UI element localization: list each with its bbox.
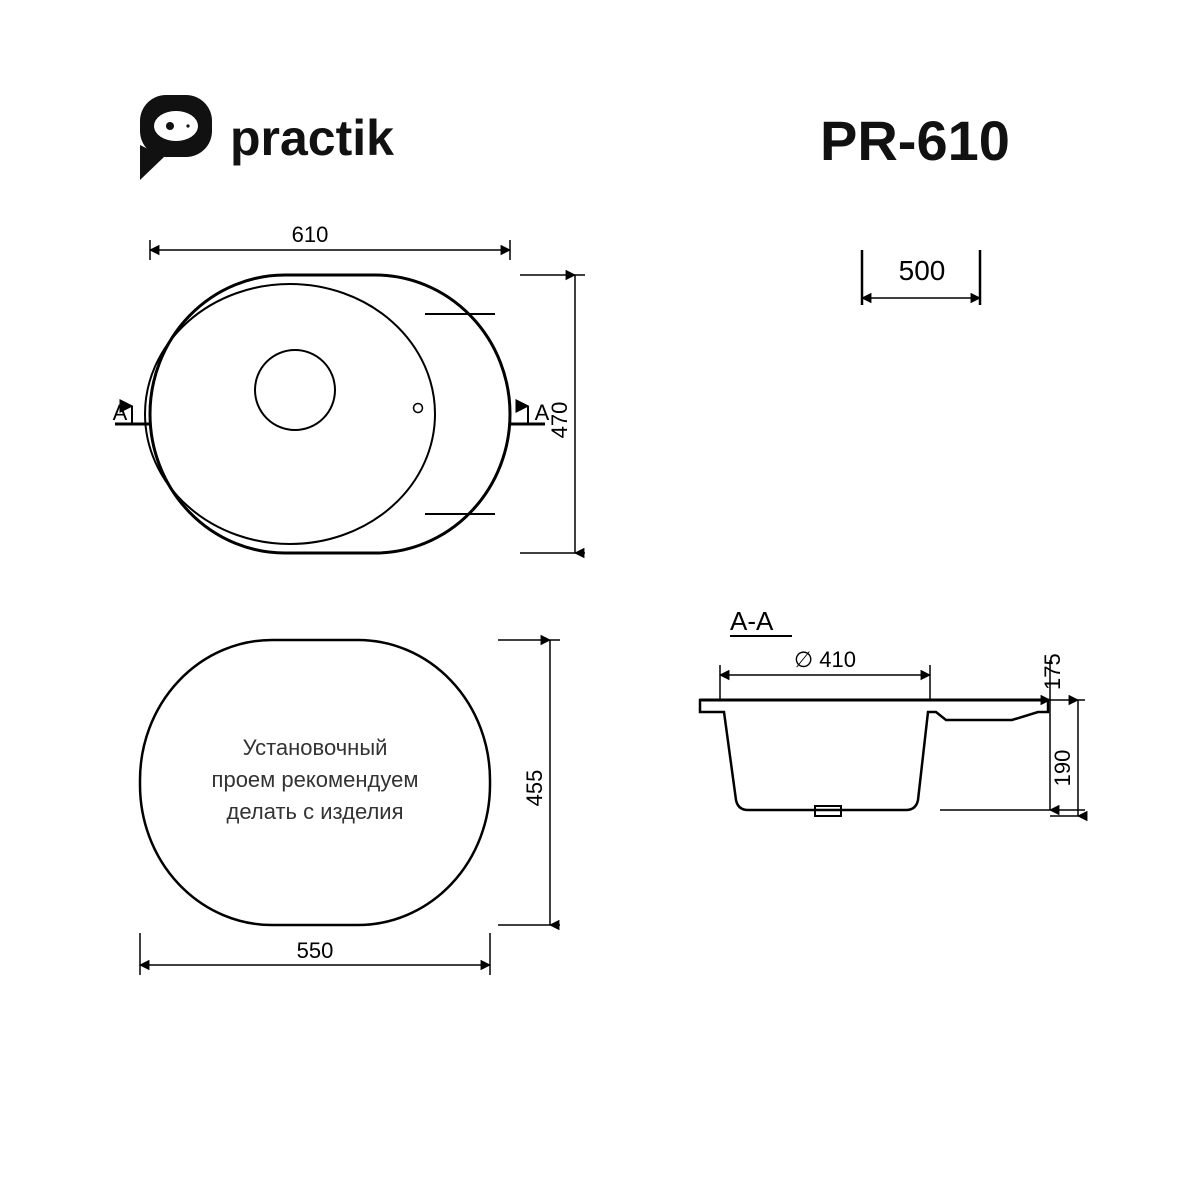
section-title: A-A: [730, 606, 774, 636]
svg-text:A: A: [113, 400, 128, 425]
dim-height-top: 470: [547, 402, 572, 439]
dim-overall-h: 190: [1050, 750, 1075, 787]
dim-cutout-w: 550: [297, 938, 334, 963]
technical-drawing: practik PR-610 610 A A: [0, 0, 1200, 1200]
dim-cutout-h: 455: [522, 770, 547, 807]
dim-width-top: 610: [292, 222, 329, 247]
top-view: 610 A A 470: [113, 222, 585, 553]
model-code: PR-610: [820, 109, 1010, 172]
cutout-note-2: проем рекомендуем: [212, 767, 419, 792]
dim-bowl-dia: ∅ 410: [794, 647, 856, 672]
section-view: A-A ∅ 410 175 190: [700, 606, 1085, 816]
cutout-note-3: делать с изделия: [227, 799, 404, 824]
brand-name: practik: [230, 110, 394, 166]
cabinet-dimension: 500: [862, 250, 980, 305]
cutout-view: Установочный проем рекомендуем делать с …: [140, 640, 560, 975]
dim-depth: 175: [1040, 653, 1065, 690]
dim-cabinet: 500: [899, 255, 946, 286]
brand-logo: [140, 95, 212, 180]
section-marker-right: A: [510, 400, 550, 425]
cutout-note-1: Установочный: [243, 735, 388, 760]
